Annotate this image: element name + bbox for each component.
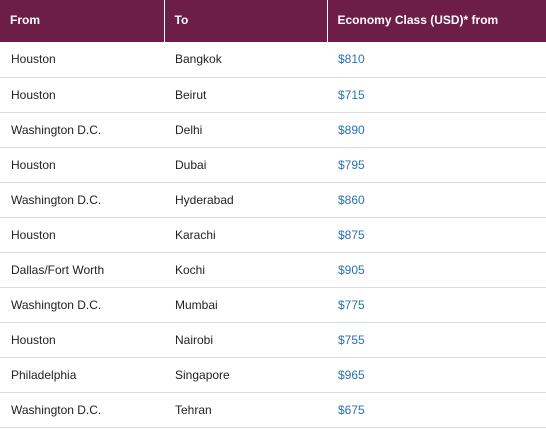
column-header-from: From xyxy=(0,0,165,42)
price-link[interactable]: $795 xyxy=(327,147,546,183)
cell-to: Nairobi xyxy=(164,322,327,358)
price-link[interactable]: $755 xyxy=(327,322,546,358)
table-row: Houston Beirut $715 xyxy=(0,77,546,113)
cell-to: Delhi xyxy=(164,112,327,148)
price-link[interactable]: $775 xyxy=(327,287,546,323)
table-row: Dallas/Fort Worth Kochi $905 xyxy=(0,252,546,288)
cell-to: Kochi xyxy=(164,252,327,288)
header-row: From To Economy Class (USD)* from xyxy=(0,0,546,42)
table-row: Houston Nairobi $755 xyxy=(0,322,546,358)
cell-to: Mumbai xyxy=(164,287,327,323)
cell-from: Houston xyxy=(0,147,164,183)
cell-to: Karachi xyxy=(164,217,327,253)
column-header-economy-price: Economy Class (USD)* from xyxy=(327,0,546,42)
cell-from: Houston xyxy=(0,322,164,358)
price-link[interactable]: $675 xyxy=(327,392,546,428)
table-body: Houston Bangkok $810 Houston Beirut $715… xyxy=(0,42,546,428)
cell-from: Washington D.C. xyxy=(0,112,164,148)
cell-from: Dallas/Fort Worth xyxy=(0,252,164,288)
table-row: Washington D.C. Mumbai $775 xyxy=(0,287,546,323)
cell-to: Tehran xyxy=(164,392,327,428)
table-header: From To Economy Class (USD)* from xyxy=(0,0,546,42)
price-link[interactable]: $810 xyxy=(327,42,546,78)
cell-to: Dubai xyxy=(164,147,327,183)
cell-from: Houston xyxy=(0,217,164,253)
cell-from: Houston xyxy=(0,77,164,113)
table-row: Washington D.C. Tehran $675 xyxy=(0,392,546,428)
price-link[interactable]: $905 xyxy=(327,252,546,288)
cell-from: Washington D.C. xyxy=(0,182,164,218)
cell-to: Singapore xyxy=(164,357,327,393)
table-row: Washington D.C. Hyderabad $860 xyxy=(0,182,546,218)
table-row: Houston Dubai $795 xyxy=(0,147,546,183)
cell-to: Hyderabad xyxy=(164,182,327,218)
price-link[interactable]: $860 xyxy=(327,182,546,218)
price-link[interactable]: $875 xyxy=(327,217,546,253)
price-link[interactable]: $890 xyxy=(327,112,546,148)
price-link[interactable]: $965 xyxy=(327,357,546,393)
cell-from: Washington D.C. xyxy=(0,392,164,428)
cell-to: Beirut xyxy=(164,77,327,113)
table-row: Philadelphia Singapore $965 xyxy=(0,357,546,393)
column-header-to: To xyxy=(164,0,328,42)
price-link[interactable]: $715 xyxy=(327,77,546,113)
table-row: Houston Bangkok $810 xyxy=(0,42,546,78)
cell-from: Philadelphia xyxy=(0,357,164,393)
table-row: Washington D.C. Delhi $890 xyxy=(0,112,546,148)
cell-to: Bangkok xyxy=(164,42,327,78)
cell-from: Washington D.C. xyxy=(0,287,164,323)
cell-from: Houston xyxy=(0,42,164,78)
table-row: Houston Karachi $875 xyxy=(0,217,546,253)
